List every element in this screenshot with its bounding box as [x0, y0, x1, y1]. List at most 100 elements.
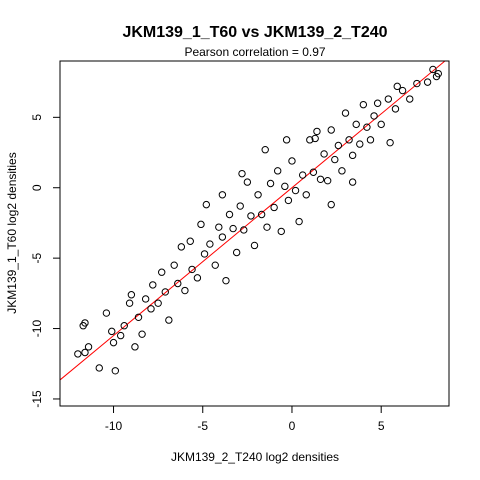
data-point	[295, 217, 303, 226]
chart-subtitle: Pearson correlation = 0.97	[184, 45, 325, 59]
data-point	[131, 343, 139, 351]
data-point	[202, 200, 211, 209]
data-point	[181, 286, 189, 295]
data-point	[348, 178, 357, 186]
data-point	[102, 309, 111, 317]
data-point	[323, 176, 332, 185]
data-point	[197, 220, 205, 229]
regression-line	[60, 61, 446, 381]
data-point	[200, 250, 209, 258]
data-point	[81, 348, 89, 357]
data-point	[141, 295, 150, 303]
data-point	[74, 350, 82, 358]
data-point	[266, 179, 275, 188]
data-point	[282, 136, 291, 144]
data-point	[359, 100, 368, 109]
data-point	[313, 127, 321, 136]
data-point	[334, 141, 343, 150]
y-tick-label: -5	[30, 252, 44, 263]
data-point	[356, 140, 364, 148]
data-point	[193, 274, 202, 282]
data-point	[348, 151, 357, 160]
data-point	[270, 203, 278, 212]
data-point	[261, 146, 269, 154]
data-point	[109, 338, 118, 347]
data-point	[377, 120, 385, 129]
data-point	[366, 136, 375, 144]
data-point	[238, 169, 246, 178]
data-point	[341, 109, 350, 117]
data-point	[81, 319, 89, 327]
x-tick-label: -5	[197, 419, 208, 433]
data-point	[215, 223, 223, 231]
data-point	[386, 138, 394, 147]
data-point	[302, 191, 310, 199]
data-point	[370, 112, 378, 120]
data-point	[218, 233, 227, 241]
data-point	[134, 313, 143, 321]
data-point	[320, 150, 328, 158]
data-point	[250, 241, 259, 250]
data-point	[281, 182, 289, 191]
data-point	[125, 299, 134, 307]
data-point	[345, 136, 353, 144]
data-point	[225, 210, 234, 219]
data-point	[240, 226, 248, 234]
y-tick-label: -15	[30, 390, 44, 408]
data-point	[116, 331, 125, 340]
data-point	[398, 86, 407, 95]
pearson-correlation-value: 0.97	[302, 45, 326, 59]
data-point	[423, 78, 432, 86]
data-point	[263, 223, 271, 231]
data-point	[338, 167, 346, 175]
data-point	[291, 186, 300, 195]
data-point	[161, 288, 169, 296]
data-point	[254, 191, 262, 199]
data-point	[306, 136, 314, 144]
y-tick-label: 5	[30, 114, 44, 121]
plot-frame	[59, 60, 450, 407]
data-point	[211, 261, 219, 269]
data-point	[95, 364, 103, 372]
data-point	[236, 202, 244, 210]
x-tick-label: 0	[289, 419, 296, 433]
y-tick-label: -10	[30, 320, 44, 338]
data-point	[316, 175, 325, 183]
data-point	[84, 343, 93, 351]
data-point	[273, 167, 282, 175]
data-point	[149, 281, 157, 289]
data-point	[284, 196, 293, 205]
y-axis-label: JKM139_1_T60 log2 densities	[5, 152, 19, 313]
data-point	[170, 261, 178, 269]
data-point	[138, 330, 146, 338]
data-point	[186, 237, 194, 245]
data-point	[177, 243, 186, 251]
data-point	[165, 316, 173, 324]
y-tick-label: 0	[30, 184, 44, 191]
data-point	[188, 265, 196, 274]
chart-title: JKM139_1_T60 vs JKM139_2_T240	[122, 24, 387, 41]
data-point	[218, 191, 227, 199]
data-point	[154, 299, 162, 307]
data-point	[327, 126, 335, 134]
data-point	[108, 327, 116, 336]
data-point	[147, 305, 155, 313]
x-axis-label: JKM139_2_T240 log2 densities	[171, 450, 339, 464]
data-point	[406, 95, 414, 103]
data-point	[298, 171, 307, 179]
data-point	[352, 120, 360, 129]
data-point	[288, 157, 296, 165]
data-point	[391, 105, 400, 113]
subtitle-prefix: Pearson correlation =	[184, 45, 302, 59]
data-point	[331, 155, 339, 164]
data-point	[309, 168, 318, 176]
data-point	[277, 227, 285, 236]
data-point	[311, 134, 319, 143]
data-point	[222, 276, 230, 285]
data-point	[111, 367, 120, 375]
data-point	[158, 268, 166, 276]
data-point	[120, 322, 128, 330]
data-point	[229, 224, 237, 233]
x-tick-label: 5	[378, 419, 385, 433]
